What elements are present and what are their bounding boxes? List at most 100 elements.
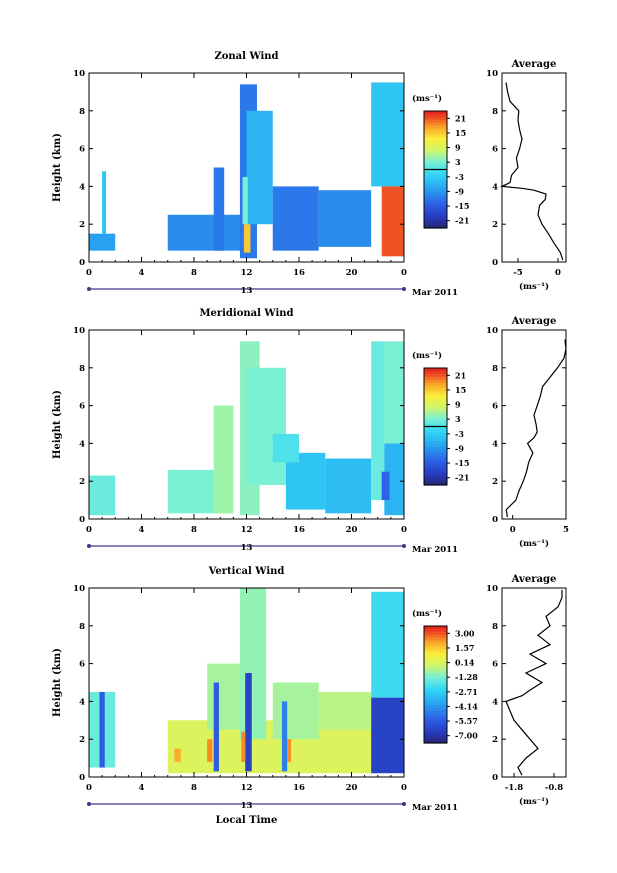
x-tick-label: 12 xyxy=(241,783,253,793)
colorbar-swatch xyxy=(424,696,447,700)
month-label: Mar 2011 xyxy=(412,288,458,298)
y-tick-label: 8 xyxy=(79,107,85,117)
colorbar-swatch xyxy=(424,643,447,648)
y-axis-label: Height (km) xyxy=(52,390,63,459)
colorbar-swatch xyxy=(424,385,447,390)
profile-x-label: (ms⁻¹) xyxy=(519,281,549,292)
heatmap-cell xyxy=(167,469,221,514)
colorbar-swatch xyxy=(424,400,447,404)
colorbar-swatch xyxy=(424,455,447,460)
colorbar-tick-label: -4.14 xyxy=(455,701,478,711)
colorbar-swatch xyxy=(424,134,447,138)
profile-x-tick-label: -5 xyxy=(513,268,523,278)
x-tick-label: 16 xyxy=(293,268,305,278)
panel-title: Zonal Wind xyxy=(214,51,278,62)
heatmap-cell xyxy=(384,341,404,444)
colorbar-swatch xyxy=(424,113,447,118)
colorbar-swatch xyxy=(424,394,447,398)
colorbar-unit: (ms⁻¹) xyxy=(412,350,442,361)
colorbar-swatch xyxy=(424,429,447,433)
colorbar-swatch xyxy=(424,122,447,127)
profile-x-tick-label: 0 xyxy=(510,525,516,535)
colorbar-swatch xyxy=(424,157,447,162)
x-tick-label: 8 xyxy=(191,525,197,535)
colorbar-swatch xyxy=(424,710,447,715)
colorbar-swatch xyxy=(424,722,447,727)
colorbar-unit: (ms⁻¹) xyxy=(412,608,442,619)
colorbar-tick-label: -9 xyxy=(455,443,464,453)
heatmap-cell xyxy=(371,591,404,698)
colorbar-tick-label: 9 xyxy=(455,143,461,153)
colorbar-swatch xyxy=(424,699,447,703)
colorbar-swatch xyxy=(424,634,447,639)
y-axis-label: Height (km) xyxy=(52,648,63,717)
colorbar-swatch xyxy=(424,143,447,147)
x-tick-label: 4 xyxy=(139,783,145,793)
x-tick-label: 0 xyxy=(401,525,407,535)
heatmap-cell xyxy=(381,186,404,257)
colorbar-swatch xyxy=(424,198,447,203)
colorbar-swatch xyxy=(424,435,447,439)
colorbar-swatch xyxy=(424,137,447,141)
colorbar-swatch xyxy=(424,637,447,642)
colorbar-swatch xyxy=(424,713,447,718)
profile-title: Average xyxy=(511,316,557,327)
y-tick-label: 0 xyxy=(79,773,85,783)
profile-y-tick-label: 2 xyxy=(492,220,498,230)
date-label: 13 xyxy=(241,543,253,553)
colorbar-swatch xyxy=(424,181,447,185)
heatmap-cells xyxy=(89,341,404,516)
colorbar-tick-label: -7.00 xyxy=(455,731,478,741)
profile-y-tick-label: 6 xyxy=(492,402,498,412)
date-axis-end xyxy=(87,802,91,806)
colorbar-swatch xyxy=(424,216,447,220)
colorbar-swatch xyxy=(424,178,447,182)
colorbar-swatch xyxy=(424,444,447,448)
colorbar-swatch xyxy=(424,479,447,483)
date-axis-end xyxy=(402,544,406,548)
colorbar-swatch xyxy=(424,426,447,431)
colorbar-swatch xyxy=(424,370,447,375)
colorbar-swatch xyxy=(424,702,447,706)
heatmap-cell xyxy=(167,214,247,251)
colorbar-frame xyxy=(423,625,448,744)
colorbar-swatch xyxy=(424,473,447,477)
heatmap-cell xyxy=(243,224,251,253)
heatmap-cell xyxy=(213,405,234,514)
colorbar-tick-label: -9 xyxy=(455,186,464,196)
colorbar-tick-label: 15 xyxy=(455,128,466,138)
x-tick-label: 0 xyxy=(401,783,407,793)
colorbar-swatch xyxy=(424,628,447,633)
colorbar-swatch xyxy=(424,373,447,378)
colorbar-unit: (ms⁻¹) xyxy=(412,93,442,104)
profile-y-tick-label: 4 xyxy=(492,439,498,449)
colorbar-tick-label: -15 xyxy=(455,201,469,211)
profile-y-tick-label: 4 xyxy=(492,182,498,192)
colorbar-swatch xyxy=(424,204,447,209)
colorbar-swatch xyxy=(424,391,447,395)
colorbar-swatch xyxy=(424,379,447,384)
y-tick-label: 4 xyxy=(79,697,85,707)
colorbar-swatch xyxy=(424,719,447,724)
colorbar-swatch xyxy=(424,687,447,691)
profile-x-tick-label: 0 xyxy=(555,268,561,278)
colorbar-swatch xyxy=(424,184,447,188)
colorbar-swatch xyxy=(424,672,447,677)
colorbar-swatch xyxy=(424,403,447,407)
colorbar-swatch xyxy=(424,461,447,466)
profile-y-tick-label: 2 xyxy=(492,735,498,745)
profile-y-tick-label: 0 xyxy=(492,773,498,783)
colorbar-swatch xyxy=(424,655,447,659)
y-tick-label: 10 xyxy=(73,69,85,79)
colorbar-swatch xyxy=(424,219,447,223)
date-label: 13 xyxy=(241,801,253,811)
colorbar-swatch xyxy=(424,201,447,206)
colorbar-swatch xyxy=(424,131,447,135)
heatmap-cell xyxy=(99,691,105,768)
colorbar-swatch xyxy=(424,163,447,168)
heatmap-cell xyxy=(174,748,181,762)
colorbar-swatch xyxy=(424,408,447,413)
colorbar-tick-label: 9 xyxy=(455,400,461,410)
